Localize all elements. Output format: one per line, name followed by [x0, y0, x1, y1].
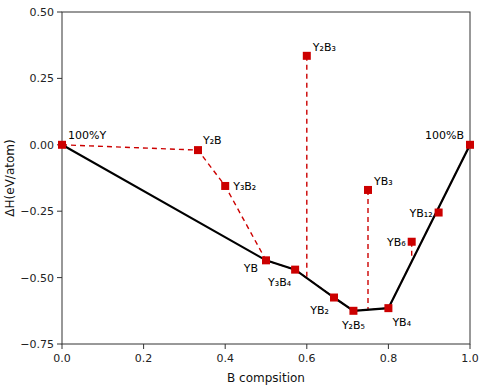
- x-tick: [225, 344, 226, 349]
- data-point: [58, 141, 66, 149]
- y-tick: [57, 211, 62, 212]
- data-point: [221, 182, 229, 190]
- x-tick-label: 0.6: [298, 352, 316, 365]
- y-tick-label: 0.00: [30, 139, 55, 152]
- y-tick-label: −0.25: [20, 205, 54, 218]
- point-label: YB₃: [373, 175, 393, 188]
- y-tick: [57, 344, 62, 345]
- points: [58, 52, 474, 315]
- y-tick-label: −0.75: [20, 338, 54, 351]
- x-axis-label: B compsition: [227, 371, 305, 385]
- data-point: [408, 238, 416, 246]
- data-point: [262, 256, 270, 264]
- point-label: 100%Y: [68, 129, 106, 142]
- point-label: Y₃B₄: [267, 276, 292, 289]
- x-tick: [388, 344, 389, 349]
- background: [0, 0, 484, 390]
- x-tick-label: 1.0: [461, 352, 479, 365]
- point-labels: 100%Y Y₂B Y₃B₂ YB Y₂B₃ Y₃B₄ YB₂ Y₂B₅ YB₃ YB₄ YB₆ YB…: [68, 41, 464, 332]
- spike-line: [306, 56, 307, 278]
- point-label: YB₁₂: [409, 207, 433, 220]
- hull-line: [62, 145, 470, 311]
- x-tick-label: 0.8: [380, 352, 398, 365]
- y-tick: [57, 78, 62, 79]
- x-tick-label: 0.4: [216, 352, 234, 365]
- y-tick-label: 0.25: [30, 72, 55, 85]
- x-tick: [470, 344, 471, 349]
- point-label: Y₂B: [202, 134, 222, 147]
- data-point: [435, 209, 443, 217]
- data-point: [303, 52, 311, 60]
- x-tick: [62, 344, 63, 349]
- point-label: 100%B: [425, 129, 464, 142]
- x-tick-label: 0.0: [53, 352, 71, 365]
- point-label: YB₄: [391, 316, 411, 329]
- point-label: Y₂B₅: [341, 319, 365, 332]
- y-tick-label: 0.50: [30, 6, 55, 19]
- point-label: Y₃B₂: [232, 180, 256, 193]
- point-label: YB: [243, 262, 258, 275]
- spike-line: [367, 190, 368, 310]
- data-point: [364, 186, 372, 194]
- plot-frame: [62, 12, 470, 344]
- x-tick-label: 0.2: [135, 352, 153, 365]
- data-point: [194, 146, 202, 154]
- data-point: [384, 304, 392, 312]
- point-label: YB₆: [386, 236, 406, 249]
- x-tick: [143, 344, 144, 349]
- y-tick: [57, 277, 62, 278]
- data-point: [291, 266, 299, 274]
- chart: 0.0 0.2 0.4 0.6 0.8 1.0 −0.75 −0.50 −0.25 0.00 0.2…: [0, 0, 484, 390]
- plot-area: [62, 56, 470, 311]
- dashed-line: [62, 145, 470, 311]
- point-label: Y₂B₃: [312, 41, 336, 54]
- data-point: [349, 307, 357, 315]
- data-point: [330, 294, 338, 302]
- point-label: YB₂: [309, 304, 329, 317]
- y-axis-label: ΔH(eV/atom): [3, 139, 17, 216]
- y-tick: [57, 12, 62, 13]
- y-tick-label: −0.50: [20, 272, 54, 285]
- x-tick: [306, 344, 307, 349]
- data-point: [466, 141, 474, 149]
